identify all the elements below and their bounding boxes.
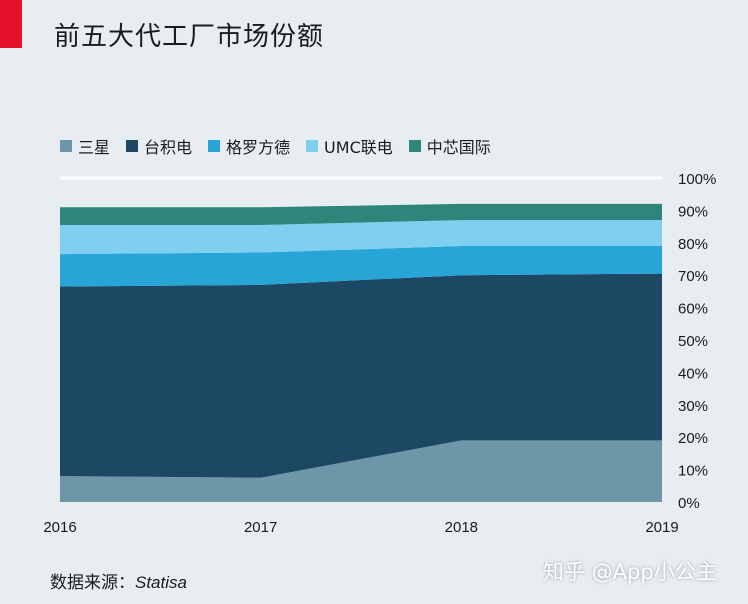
legend-label: 中芯国际	[426, 138, 491, 157]
y-tick-label: 100%	[678, 171, 716, 188]
y-tick-label: 50%	[678, 333, 708, 350]
area-series-0	[60, 440, 662, 502]
x-tick-label: 2019	[645, 519, 678, 536]
area-series-1	[60, 273, 662, 478]
y-tick-label: 90%	[678, 203, 708, 220]
legend-item-tsmc: 台积电	[126, 134, 192, 158]
x-tick-label: 2016	[43, 519, 76, 536]
x-tick-label: 2018	[445, 519, 478, 536]
y-tick-label: 60%	[678, 301, 708, 318]
legend-label: 三星	[78, 138, 111, 157]
y-tick-label: 30%	[678, 398, 708, 415]
legend-item-smic: 中芯国际	[408, 134, 491, 158]
chart-title: 前五大代工厂市场份额	[54, 22, 325, 52]
legend-label: 格罗方德	[226, 138, 291, 157]
source-note: 数据来源：Statisa	[50, 568, 187, 593]
legend-item-globalfoundries: 格罗方德	[208, 134, 290, 158]
legend: 三星 台积电 格罗方德 UMC联电 中芯国际	[60, 134, 497, 158]
y-tick-label: 0%	[678, 495, 700, 512]
y-tick-label: 40%	[678, 365, 708, 382]
y-tick-label: 20%	[678, 430, 708, 447]
source-label: 数据来源：	[50, 573, 135, 593]
area-series-2	[60, 246, 662, 287]
y-tick-label: 70%	[678, 268, 708, 285]
legend-swatch	[408, 140, 421, 152]
legend-item-umc: UMC联电	[306, 134, 393, 158]
legend-swatch	[60, 140, 72, 152]
source-name: Statisa	[135, 573, 187, 592]
legend-swatch	[208, 140, 221, 152]
legend-item-samsung: 三星	[60, 134, 110, 158]
watermark: 知乎 @App小公主	[543, 560, 717, 584]
y-tick-label: 10%	[678, 463, 708, 480]
area-series-3	[60, 220, 662, 255]
legend-swatch	[306, 140, 319, 152]
area-series-4	[60, 203, 662, 225]
legend-label: 台积电	[144, 138, 193, 157]
accent-bar	[0, 0, 22, 48]
y-tick-label: 80%	[678, 236, 708, 253]
legend-label: UMC联电	[324, 138, 393, 157]
x-tick-label: 2017	[244, 519, 277, 536]
legend-swatch	[126, 140, 139, 152]
